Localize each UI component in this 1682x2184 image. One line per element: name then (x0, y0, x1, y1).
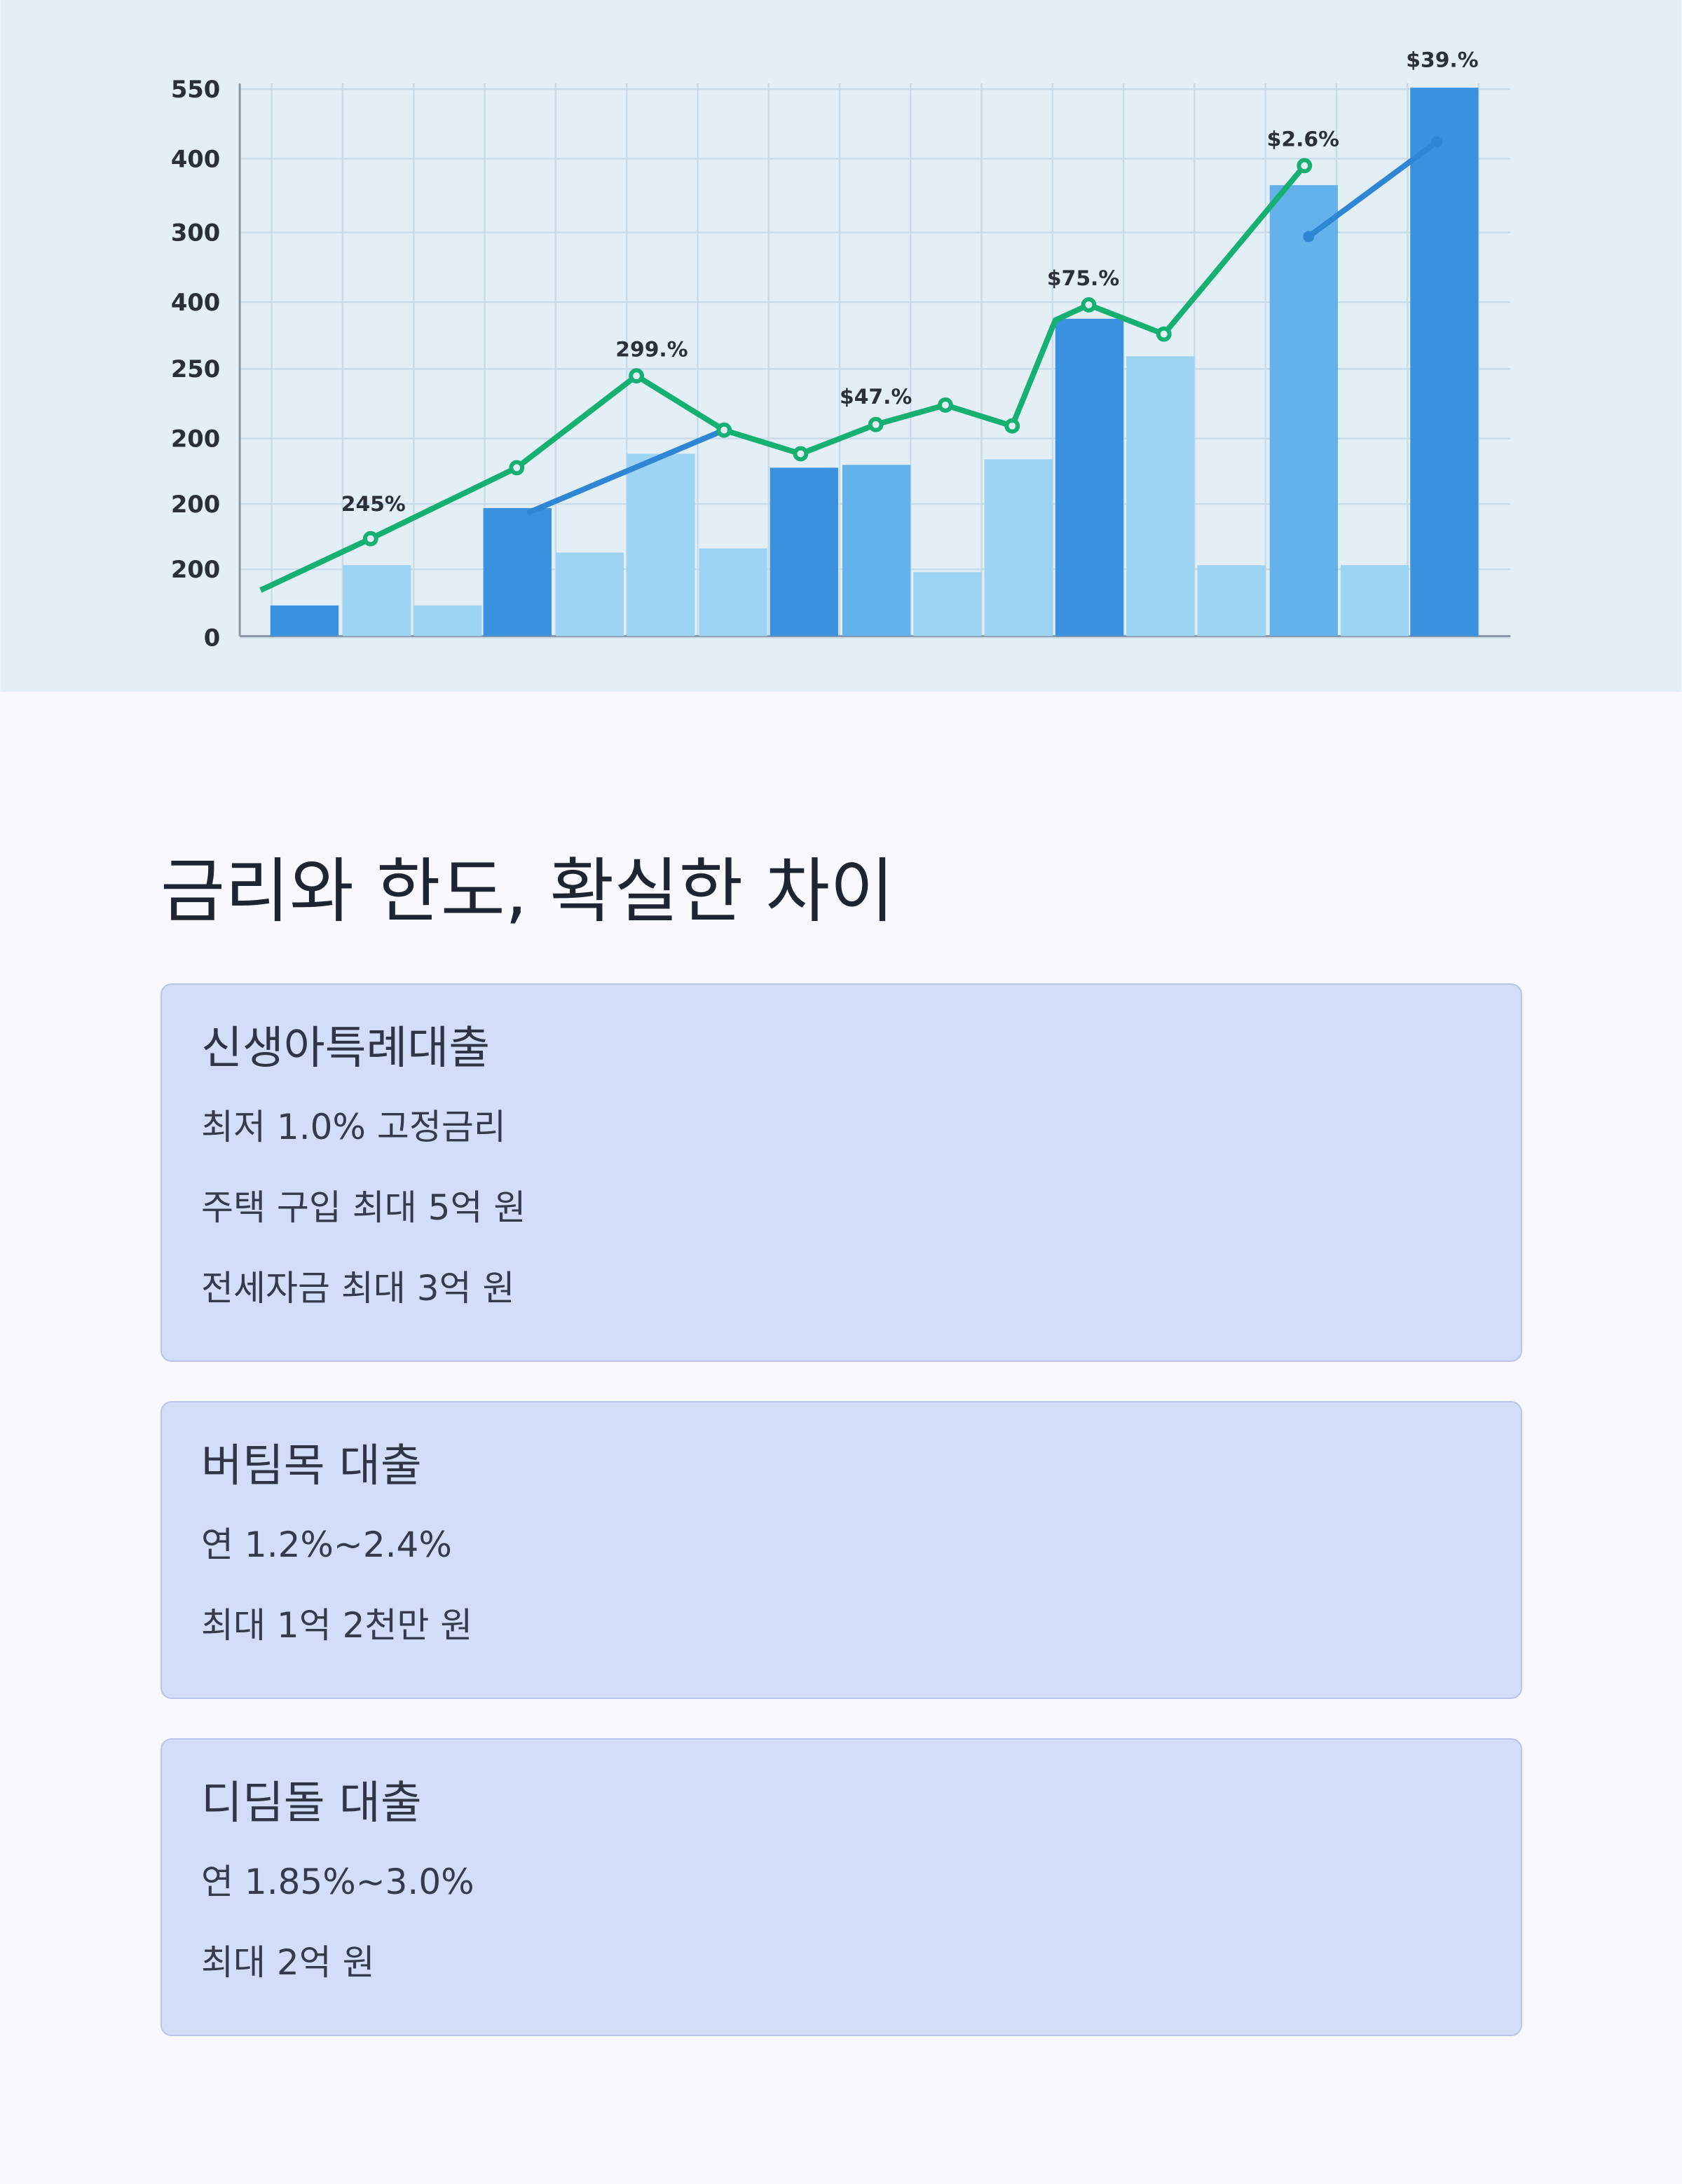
card-item: 최대 1억 2천만 원 (201, 1605, 473, 1646)
point (362, 531, 378, 547)
card-item: 최저 1.0% 고정금리 (201, 1107, 506, 1147)
line-blue (526, 427, 727, 515)
card-item: 최대 2억 원 (201, 1942, 375, 1983)
point (938, 397, 953, 413)
y-axis-label: 400 (171, 145, 220, 172)
annotation: $2.6% (1267, 128, 1339, 152)
y-axis-label: 550 (171, 76, 220, 103)
point (509, 460, 525, 476)
card-title: 신생아특례대출 (201, 1023, 491, 1074)
lines (259, 136, 1442, 593)
point (1431, 136, 1442, 148)
bar (1269, 185, 1338, 636)
annotation: $75.% (1047, 266, 1119, 291)
bar (913, 572, 982, 636)
card-item: 연 1.2%~2.4% (201, 1524, 452, 1565)
bar (343, 565, 411, 636)
bar (1410, 88, 1479, 636)
y-axis-label: 200 (171, 491, 220, 518)
bar (842, 465, 911, 636)
card-item: 연 1.85%~3.0% (201, 1862, 474, 1902)
y-axis-label: 250 (171, 355, 220, 383)
point (1297, 158, 1313, 174)
card-item: 주택 구입 최대 5억 원 (201, 1187, 526, 1228)
bar (555, 552, 624, 636)
point (1004, 418, 1020, 434)
bar (770, 467, 839, 636)
card-title: 디딤돌 대출 (201, 1777, 422, 1829)
bar (699, 548, 767, 636)
point (716, 422, 732, 438)
bar (984, 459, 1053, 636)
y-axis-label: 300 (171, 219, 220, 247)
bar (1055, 318, 1124, 636)
annotation: 245% (341, 492, 406, 517)
bar (413, 605, 482, 636)
point (1303, 231, 1315, 243)
y-axis-label: 200 (171, 425, 220, 452)
card-title: 버팀목 대출 (201, 1440, 422, 1492)
point (1081, 296, 1097, 313)
bar (270, 605, 339, 636)
point (1156, 326, 1172, 342)
point (629, 368, 644, 384)
y-axis-label: 0 (204, 624, 220, 651)
bar (1197, 565, 1266, 636)
bar (1126, 356, 1195, 636)
annotation: $47.% (840, 385, 912, 409)
bar (1340, 565, 1409, 636)
y-axis-label: 200 (171, 556, 220, 583)
line-blue (1306, 139, 1440, 240)
card-item: 전세자금 최대 3억 원 (201, 1268, 515, 1309)
y-axis-label: 400 (171, 289, 220, 316)
heading: 금리와 한도, 확실한 차이 (160, 850, 895, 932)
bar (627, 453, 695, 636)
hero-chart-image: 550 400 300 400 250 200 200 200 0 245% 299.% $47.% $… (0, 0, 1682, 692)
annotation: 299.% (615, 337, 688, 362)
point (868, 416, 884, 432)
point (793, 446, 809, 462)
labels: 550 400 300 400 250 200 200 200 0 245% 299.% $47.% $… (171, 48, 1479, 651)
bars (270, 88, 1479, 636)
annotation: $39.% (1406, 48, 1478, 72)
bar (483, 507, 552, 636)
